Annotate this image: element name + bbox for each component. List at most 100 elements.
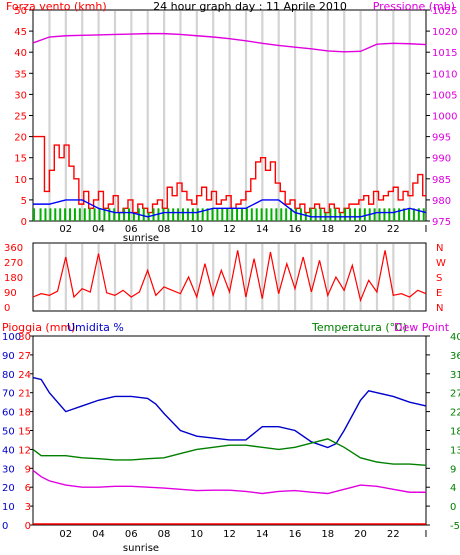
wind-gust-bar	[407, 208, 410, 221]
wind-gust-bar	[142, 208, 145, 221]
wind-gust-bar	[290, 208, 293, 221]
chart3-x-tick-label: 02	[59, 529, 72, 540]
humidity-tick-label: 20	[2, 483, 15, 494]
rain-tick-label: 24	[18, 370, 31, 381]
pressure-tick-label: 1025	[432, 6, 457, 17]
chart3-x-tick-label: 18	[321, 529, 334, 540]
wind-gust-bar	[295, 208, 297, 221]
direction-tick-label: 360	[4, 243, 23, 254]
wind-axis-label: Forza vento (kmh)	[6, 0, 107, 13]
wind-gust-bar	[216, 208, 219, 221]
wind-gust-bar	[270, 208, 273, 221]
direction-tick-label: 0	[4, 303, 10, 314]
wind-gust-bar	[398, 208, 401, 221]
chart1-hour-bar	[113, 11, 117, 220]
wind-gust-bar	[78, 208, 81, 221]
wind-gust-bar	[226, 208, 229, 221]
wind-gust-bar	[412, 208, 415, 221]
chart1-hour-bar	[81, 11, 84, 220]
chart1-hour-bar	[179, 11, 182, 220]
temperature-line	[32, 438, 427, 467]
humidity-tick-label: 10	[2, 502, 15, 513]
rain-tick-label: 30	[18, 332, 31, 343]
chart2-hour-bar	[277, 244, 280, 310]
wind-tick-label: 50	[14, 6, 27, 17]
sunrise-label-top: sunrise	[123, 233, 159, 244]
humidity-tick-label: 60	[2, 408, 15, 419]
wind-gust-bar	[88, 208, 91, 221]
chart2-hour-bar	[359, 244, 362, 310]
direction-tick-label: 180	[4, 273, 23, 284]
chart-title: 24 hour graph day : 11 Aprile 2010	[153, 0, 347, 13]
wind-tick-label: 20	[14, 133, 27, 144]
compass-tick-label: W	[436, 258, 446, 269]
pressure-tick-label: 1020	[432, 27, 457, 38]
wind-gust-bar	[44, 208, 47, 221]
chart3-x-tick-label: I	[425, 529, 428, 540]
rain-tick-label: 3	[25, 502, 31, 513]
rain-tick-label: 0	[25, 521, 31, 532]
pressure-tick-label: 980	[432, 196, 451, 207]
chart1-hour-bar	[375, 11, 379, 220]
wind-gust-bar	[206, 208, 209, 221]
chart1-hour-bar	[277, 11, 280, 220]
chart1-hour-bar	[97, 11, 100, 220]
chart1-hour-bar	[359, 11, 362, 220]
rain-tick-label: 27	[18, 351, 31, 362]
chart2-hour-bar	[228, 244, 231, 310]
wind-gust-bar	[314, 208, 317, 221]
wind-gust-bar	[378, 208, 381, 221]
wind-gust-bar	[240, 208, 243, 221]
compass-tick-label: N	[436, 303, 443, 314]
humidity-tick-label: 90	[2, 351, 15, 362]
chart1-hour-bar	[294, 11, 297, 220]
chart3-x-tick-label: 10	[190, 529, 203, 540]
temperature-axis-label: Temperatura (°C)	[311, 321, 407, 334]
chart2-hour-bar	[375, 244, 379, 310]
wind-gust-bar	[422, 208, 425, 221]
chart1-hour-bar	[163, 11, 166, 220]
wind-gust-bar	[83, 208, 86, 221]
chart1-hour-bar	[146, 11, 149, 220]
temperature-tick-label: 13	[450, 445, 460, 456]
chart3-x-tick-label: 14	[256, 529, 269, 540]
wind-gust-bar	[255, 208, 258, 221]
chart2-hour-bar	[81, 244, 84, 310]
wind-tick-label: 0	[21, 217, 27, 228]
chart1-x-tick-label: 20	[354, 224, 367, 235]
chart2-hour-bar	[343, 244, 346, 310]
chart2-hour-bar	[97, 244, 100, 310]
wind-tick-label: 45	[14, 27, 27, 38]
wind-gust-bar	[73, 208, 76, 221]
pressure-line	[32, 32, 427, 53]
rain-tick-label: 21	[18, 389, 31, 400]
wind-gust-bar	[344, 208, 347, 221]
wind-gust-bar	[349, 208, 352, 221]
chart2-hour-bar	[113, 244, 117, 310]
humidity-tick-label: 70	[2, 389, 15, 400]
wind-gust-bar	[201, 208, 204, 221]
chart1-x-tick-label: 18	[321, 224, 334, 235]
wind-gust-bar	[334, 208, 337, 221]
wind-gust-bar	[403, 208, 406, 221]
chart1-hour-bar	[310, 11, 313, 220]
humidity-tick-label: 80	[2, 370, 15, 381]
chart1-hour-bar	[261, 11, 264, 220]
pressure-tick-label: 985	[432, 175, 451, 186]
wind-tick-label: 25	[14, 112, 27, 123]
rain-tick-label: 12	[18, 445, 31, 456]
wind-gust-bar	[393, 208, 396, 221]
pressure-tick-label: 1000	[432, 112, 457, 123]
chart2-hour-bar	[310, 244, 313, 310]
chart1-x-tick-label: 08	[158, 224, 171, 235]
wind-tick-label: 5	[21, 196, 27, 207]
wind-gust-bar	[98, 208, 101, 221]
wind-average-line	[33, 199, 427, 218]
pressure-tick-label: 1010	[432, 69, 457, 80]
chart3-x-tick-label: 12	[223, 529, 236, 540]
wind-tick-label: 40	[14, 48, 27, 59]
temperature-tick-label: 36	[450, 351, 460, 362]
chart1-hour-bar	[244, 11, 248, 220]
compass-tick-label: E	[436, 288, 442, 299]
